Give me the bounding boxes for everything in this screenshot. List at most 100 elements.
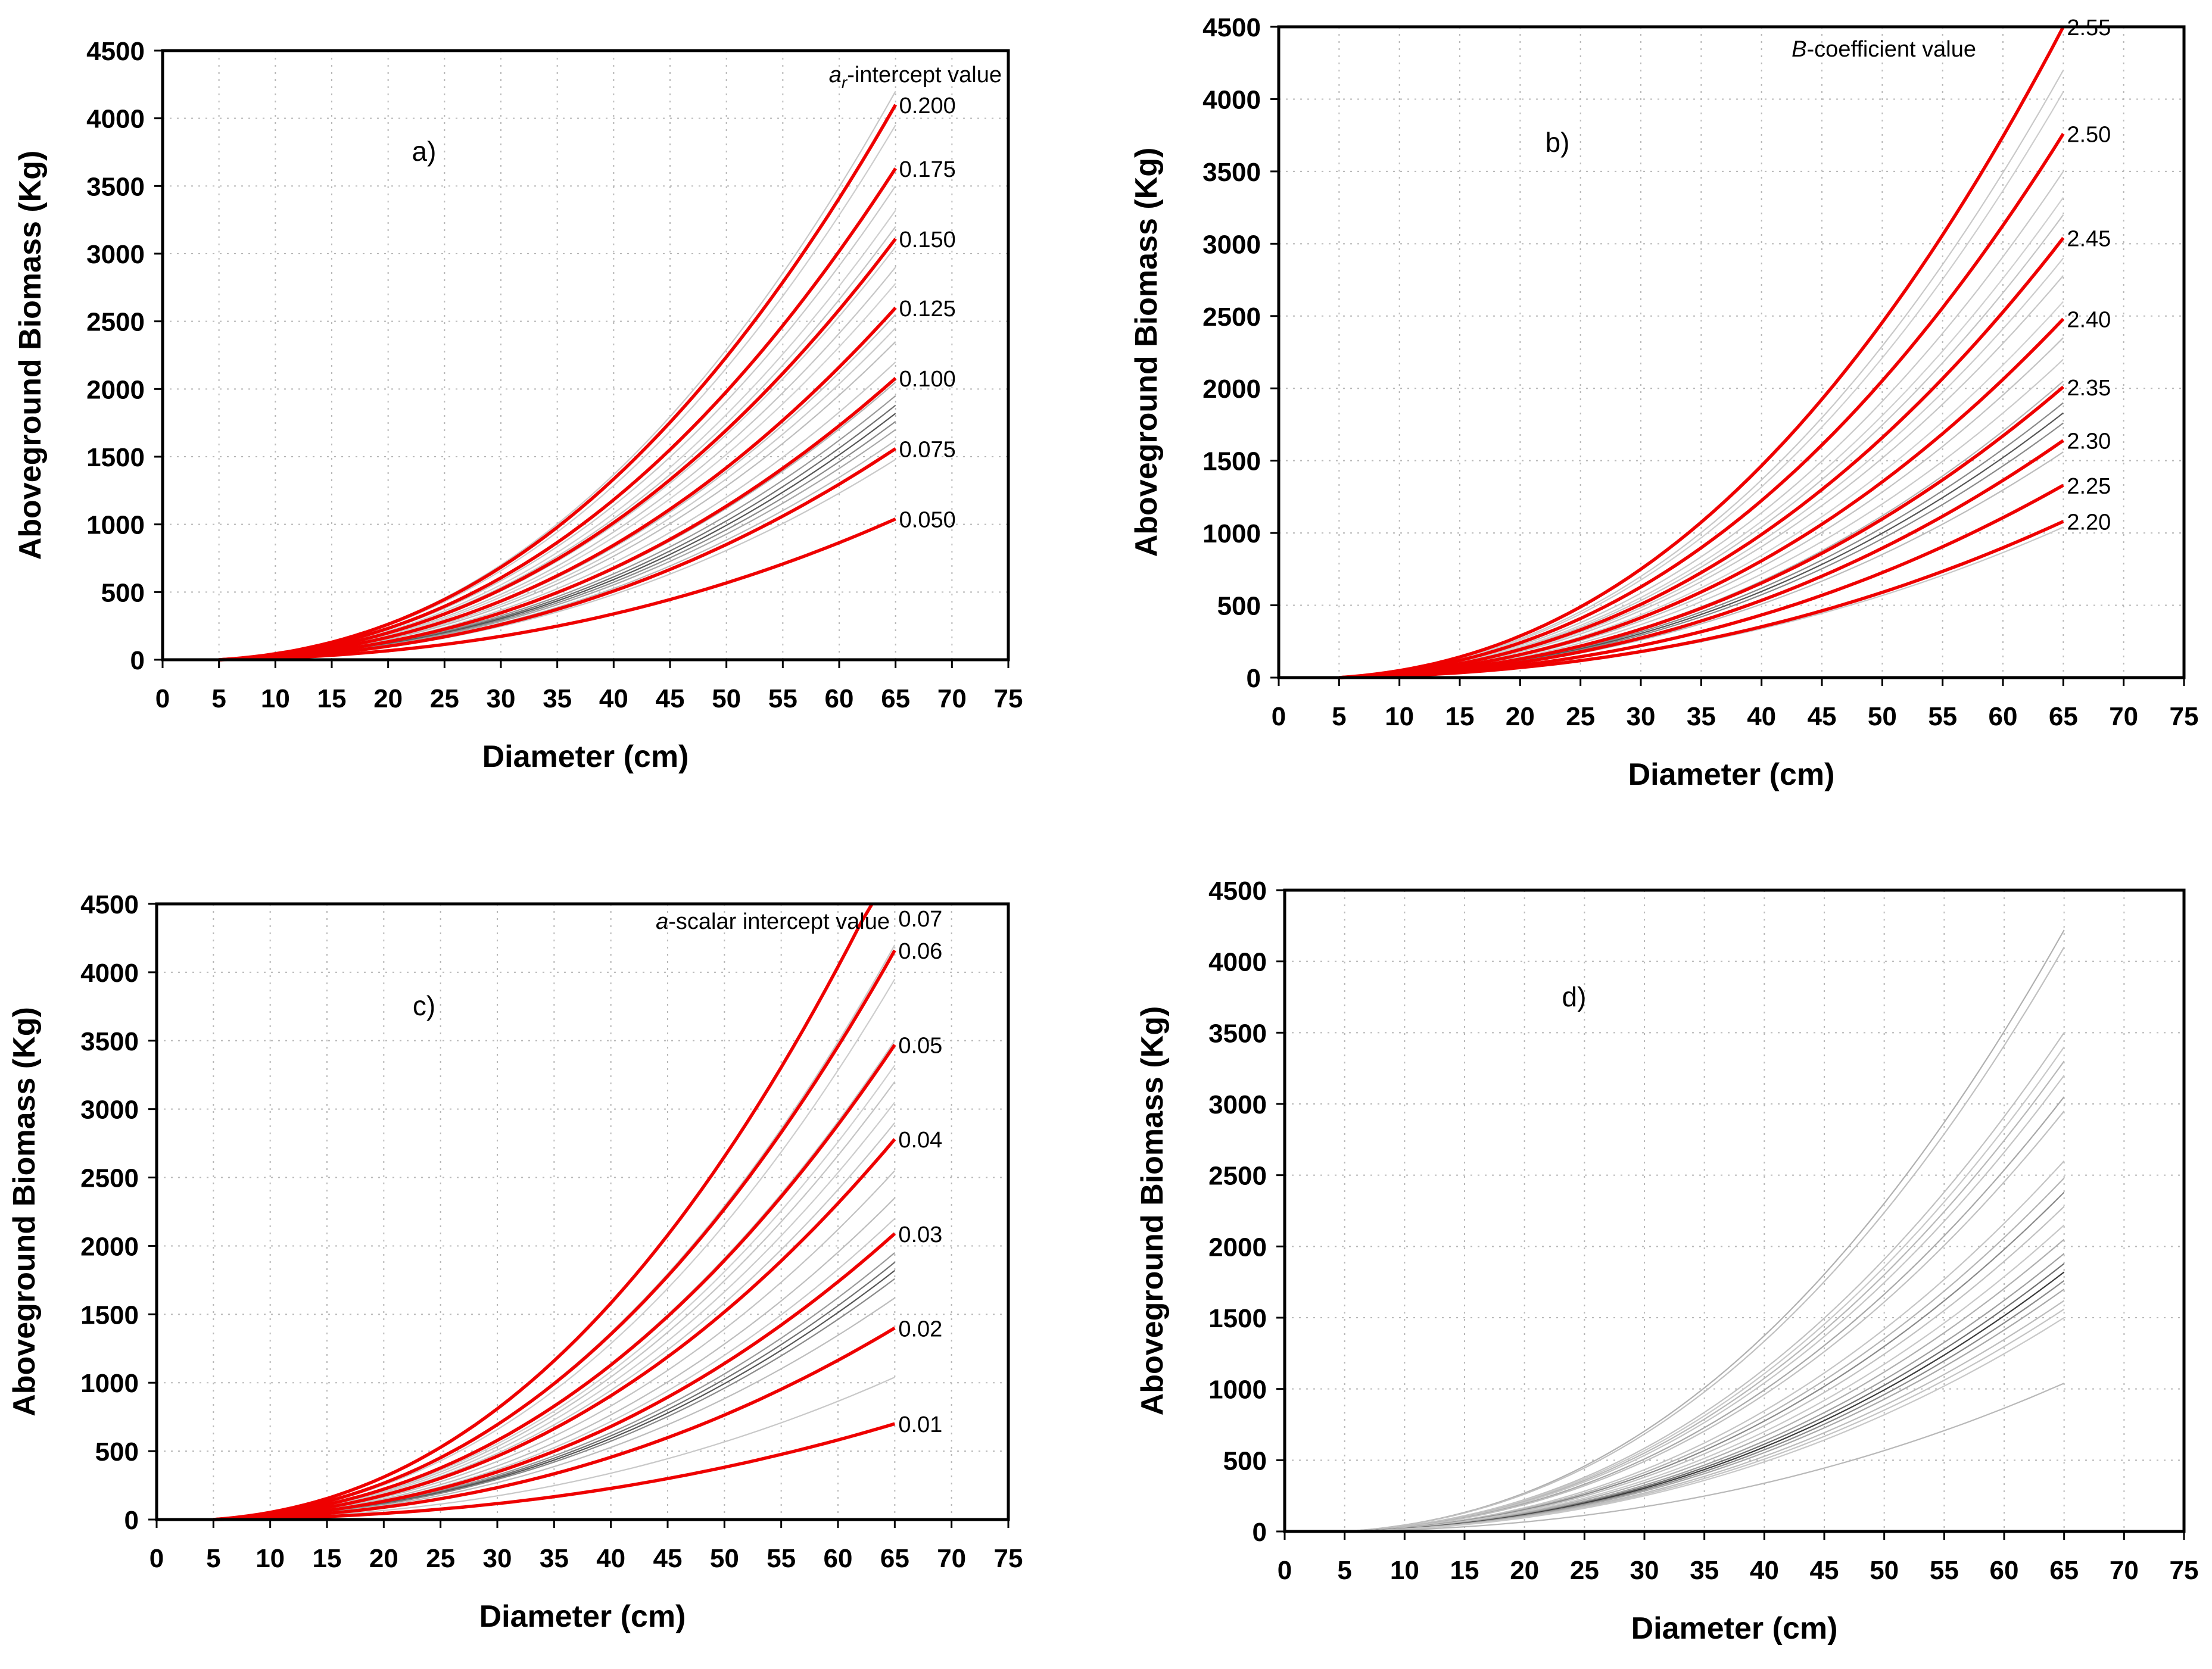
y-tick-label: 1500: [1202, 447, 1261, 476]
gray-series-line: [1344, 1239, 2065, 1533]
y-tick-label: 4000: [1208, 948, 1267, 977]
x-tick-label: 65: [2049, 1556, 2079, 1585]
x-tick-label: 30: [1630, 1556, 1659, 1585]
y-tick-label: 4500: [80, 890, 139, 919]
x-tick-label: 5: [1337, 1556, 1351, 1585]
x-tick-label: 10: [256, 1544, 285, 1573]
y-axis-label: Aboveground Biomass (Kg): [1135, 1006, 1170, 1416]
gray-series-line: [1344, 1383, 2065, 1533]
red-series-line: [213, 1326, 896, 1521]
panel-label: c): [413, 990, 435, 1021]
x-tick-label: 45: [1810, 1556, 1839, 1585]
x-tick-label: 20: [369, 1544, 398, 1573]
y-tick-label: 0: [1253, 1518, 1267, 1547]
y-tick-label: 2500: [1202, 302, 1261, 332]
x-tick-label: 50: [1870, 1556, 1899, 1585]
gray-series-line: [1344, 1271, 2065, 1533]
annotation-text: -intercept value: [847, 63, 1002, 88]
x-tick-label: 25: [1566, 702, 1595, 731]
annotation-text: -scalar intercept value: [668, 909, 890, 934]
series-end-label: 2.50: [2067, 123, 2111, 148]
x-tick-label: 75: [2170, 702, 2199, 731]
x-tick-label: 10: [1385, 702, 1414, 731]
y-tick-label: 0: [1247, 664, 1261, 693]
x-tick-label: 45: [653, 1544, 683, 1573]
y-tick-label: 3500: [80, 1027, 139, 1056]
x-tick-label: 35: [540, 1544, 569, 1573]
gray-series-line: [1344, 1224, 2065, 1533]
y-tick-label: 3500: [1202, 158, 1261, 187]
x-tick-label: 20: [1510, 1556, 1539, 1585]
x-tick-label: 5: [211, 684, 226, 713]
y-tick-label: 500: [95, 1437, 139, 1467]
y-tick-label: 3000: [1208, 1090, 1267, 1119]
y-tick-label: 4500: [1208, 876, 1267, 906]
y-tick-label: 4000: [1202, 85, 1261, 114]
red-series-line: [213, 1422, 896, 1521]
gray-series-line: [1344, 1317, 2065, 1533]
x-tick-label: 60: [825, 684, 854, 713]
series-end-label: 2.30: [2067, 429, 2111, 454]
x-tick-label: 50: [710, 1544, 739, 1573]
red-series-line: [213, 949, 896, 1521]
y-axis-label: Aboveground Biomass (Kg): [13, 151, 48, 560]
series-end-label: 0.05: [898, 1034, 942, 1059]
panel-d: 0 5 10 15 20 25 30 35 40 45 50 55 60 65 70 75 0 500 1000 15…: [1135, 876, 2198, 1646]
gray-series-line: [213, 1102, 896, 1521]
x-tick-label: 70: [937, 684, 967, 713]
red-series-line: [219, 167, 898, 662]
x-tick-label: 30: [487, 684, 516, 713]
series-end-label: 2.45: [2067, 227, 2111, 252]
plot-frame: [161, 49, 1010, 662]
y-tick-label: 0: [130, 646, 145, 675]
x-tick-label: 25: [430, 684, 459, 713]
x-tick-label: 40: [1747, 702, 1776, 731]
legend-annotation: B-coefficient value: [1792, 37, 1976, 62]
x-tick-label: 75: [2170, 1556, 2199, 1585]
x-tick-label: 35: [543, 684, 572, 713]
red-series-line: [219, 447, 897, 662]
series-end-label: 0.07: [898, 907, 942, 932]
x-tick-label: 15: [313, 1544, 342, 1573]
y-tick-label: 1000: [80, 1369, 139, 1398]
red-series-line: [219, 104, 898, 662]
red-series-line: [219, 238, 897, 662]
x-tick-label: 15: [1450, 1556, 1479, 1585]
x-tick-label: 10: [1390, 1556, 1419, 1585]
gray-series-line: [1339, 70, 2064, 679]
x-tick-label: 75: [994, 684, 1023, 713]
x-tick-label: 25: [1570, 1556, 1599, 1585]
x-tick-label: 15: [1445, 702, 1475, 731]
y-tick-label: 500: [1217, 592, 1261, 621]
plot-frame: [155, 902, 1010, 1521]
y-tick-label: 2000: [80, 1232, 139, 1261]
y-tick-label: 2500: [80, 1164, 139, 1193]
red-series-line: [1339, 236, 2065, 679]
red-series-line: [213, 1138, 896, 1521]
series-end-label: 2.25: [2067, 474, 2111, 499]
series-end-label: 0.06: [898, 939, 942, 964]
y-tick-label: 2500: [1208, 1162, 1267, 1191]
annotation-symbol: a: [656, 909, 668, 934]
y-tick-label: 4000: [86, 105, 145, 134]
panel-b: 2.552.502.452.402.352.302.252.200 5 10 15 20…: [1129, 13, 2198, 792]
x-tick-label: 40: [1750, 1556, 1779, 1585]
legend-annotation: ar-intercept value: [829, 63, 1002, 92]
x-axis-label: Diameter (cm): [1628, 757, 1835, 792]
red-series-line: [213, 1044, 896, 1521]
x-tick-label: 20: [1506, 702, 1535, 731]
panel-label: a): [412, 136, 437, 167]
x-tick-label: 70: [2109, 702, 2138, 731]
red-series-line: [219, 377, 897, 662]
red-series-line: [1339, 317, 2065, 679]
plot-frame: [1283, 888, 2186, 1533]
x-tick-label: 55: [1928, 702, 1957, 731]
series-end-label: 2.40: [2067, 308, 2111, 333]
x-tick-label: 45: [656, 684, 685, 713]
x-tick-label: 25: [426, 1544, 455, 1573]
y-tick-label: 500: [1223, 1446, 1267, 1475]
x-tick-label: 0: [149, 1544, 164, 1573]
x-tick-label: 50: [712, 684, 741, 713]
x-axis-label: Diameter (cm): [482, 740, 689, 774]
